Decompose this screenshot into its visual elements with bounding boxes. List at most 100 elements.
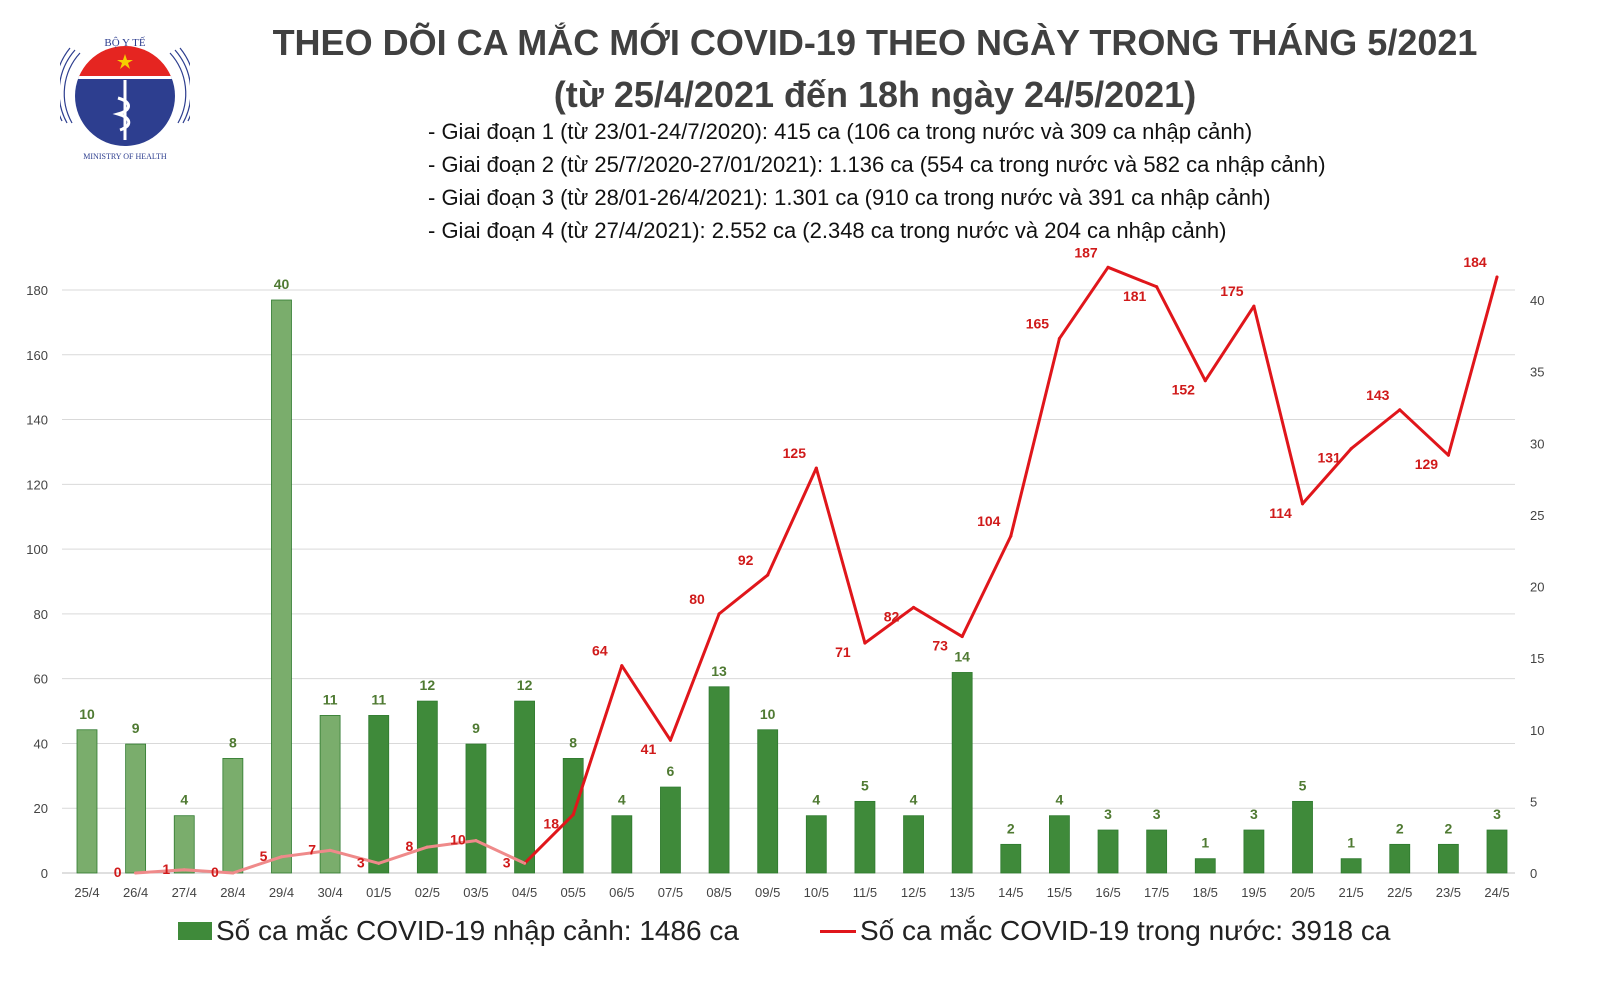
bar <box>1292 800 1313 874</box>
line-data-label: 131 <box>1317 450 1341 466</box>
line-data-label: 41 <box>641 741 657 757</box>
line-point <box>523 861 527 865</box>
left-axis-tick: 40 <box>34 736 48 751</box>
line-data-label: 129 <box>1415 456 1439 472</box>
line-data-label: 92 <box>738 552 754 568</box>
bar-data-label: 11 <box>371 691 386 707</box>
line-segment <box>1252 304 1305 506</box>
bar-data-label: 8 <box>569 734 577 750</box>
legend-imported: Số ca mắc COVID-19 nhập cảnh: 1486 ca <box>178 915 739 947</box>
bar <box>416 700 438 874</box>
bar-data-label: 3 <box>1493 806 1501 822</box>
x-axis-tick: 07/5 <box>658 885 683 900</box>
x-axis-tick: 01/5 <box>366 885 391 900</box>
bar-data-label: 3 <box>1104 806 1112 822</box>
x-axis-tick: 09/5 <box>755 885 780 900</box>
line-point <box>425 845 429 849</box>
line-point <box>182 868 186 872</box>
note-phase-4: - Giai đoạn 4 (từ 27/4/2021): 2.552 ca (… <box>428 218 1227 243</box>
x-axis-tick: 10/5 <box>804 885 829 900</box>
line-point <box>668 738 672 742</box>
bar <box>1437 843 1459 874</box>
bar <box>222 758 244 874</box>
line-segment <box>571 664 624 817</box>
line-point <box>1301 502 1305 506</box>
line-segment <box>134 868 186 875</box>
line-segment <box>912 605 964 639</box>
bar <box>319 715 341 874</box>
line-data-label: 8 <box>405 838 413 854</box>
left-axis-tick: 140 <box>26 413 48 428</box>
bar-data-label: 10 <box>79 706 95 722</box>
bar-data-label: 12 <box>420 677 436 693</box>
line-data-label: 3 <box>357 854 365 870</box>
x-axis-tick: 05/5 <box>561 885 586 900</box>
legend-bar-swatch <box>178 922 212 940</box>
line-point <box>1349 447 1353 451</box>
bar <box>708 686 730 874</box>
line-data-label: 0 <box>211 864 219 880</box>
bar-data-label: 9 <box>472 720 480 736</box>
x-axis-tick: 04/5 <box>512 885 537 900</box>
bar <box>1486 829 1508 874</box>
line-point <box>279 855 283 859</box>
ministry-of-health-logo: BỘ Y TẾ MINISTRY OF HEALTH <box>60 36 190 161</box>
x-axis-tick: 23/5 <box>1436 885 1461 900</box>
line-point <box>231 871 235 875</box>
line-point <box>1203 379 1207 383</box>
note-phase-3: - Giai đoạn 3 (từ 28/01-26/4/2021): 1.30… <box>428 185 1271 210</box>
right-axis-tick: 25 <box>1530 508 1544 523</box>
bar-data-label: 9 <box>132 720 140 736</box>
line-segment <box>766 466 818 577</box>
bar-data-label: 10 <box>760 706 776 722</box>
line-data-label: 125 <box>783 445 807 461</box>
right-axis-tick: 40 <box>1530 293 1544 308</box>
x-axis-tick: 17/5 <box>1144 885 1169 900</box>
x-axis-tick: 24/5 <box>1484 885 1509 900</box>
bar-data-label: 5 <box>1299 777 1307 793</box>
line-point <box>1106 265 1110 269</box>
line-data-label: 165 <box>1026 316 1050 332</box>
legend-domestic-label: Số ca mắc COVID-19 trong nước: 3918 ca <box>860 915 1391 946</box>
bar-data-label: 13 <box>711 663 727 679</box>
line-point <box>960 635 964 639</box>
bar <box>125 743 147 874</box>
bar <box>1389 843 1411 874</box>
left-axis-tick: 80 <box>34 607 48 622</box>
line-data-label: 187 <box>1074 244 1098 260</box>
line-segment <box>1349 408 1402 451</box>
x-axis-tick: 02/5 <box>415 885 440 900</box>
bar-data-label: 4 <box>910 792 918 808</box>
x-axis-tick: 15/5 <box>1047 885 1072 900</box>
left-axis-tick: 20 <box>34 801 48 816</box>
line-segment <box>668 612 721 742</box>
bar-data-label: 12 <box>517 677 533 693</box>
line-data-label: 143 <box>1366 387 1390 403</box>
line-data-label: 1 <box>162 861 170 877</box>
line-point <box>1057 337 1061 341</box>
bar-data-label: 1 <box>1347 835 1355 851</box>
line-segment <box>279 848 332 859</box>
bar <box>1243 829 1265 874</box>
line-segment <box>1203 304 1256 383</box>
bar-data-label: 2 <box>1444 820 1452 836</box>
x-axis-tick: 30/4 <box>317 885 342 900</box>
note-phase-1: - Giai đoạn 1 (từ 23/01-24/7/2020): 415 … <box>428 119 1253 144</box>
line-data-label: 184 <box>1463 254 1487 270</box>
right-axis-tick: 5 <box>1530 794 1537 809</box>
line-segment <box>1446 275 1499 457</box>
line-segment <box>1009 337 1061 538</box>
line-point <box>474 839 478 843</box>
bar-data-label: 11 <box>323 691 338 707</box>
left-axis-tick: 180 <box>26 283 48 298</box>
x-axis-tick: 21/5 <box>1338 885 1363 900</box>
line-segment <box>814 466 867 645</box>
line-segment <box>1301 447 1353 506</box>
right-axis-tick: 30 <box>1530 436 1544 451</box>
right-axis-tick: 35 <box>1530 365 1544 380</box>
line-point <box>766 573 770 577</box>
line-data-label: 64 <box>592 643 608 659</box>
line-segment <box>231 855 283 875</box>
line-segment <box>1155 285 1207 383</box>
